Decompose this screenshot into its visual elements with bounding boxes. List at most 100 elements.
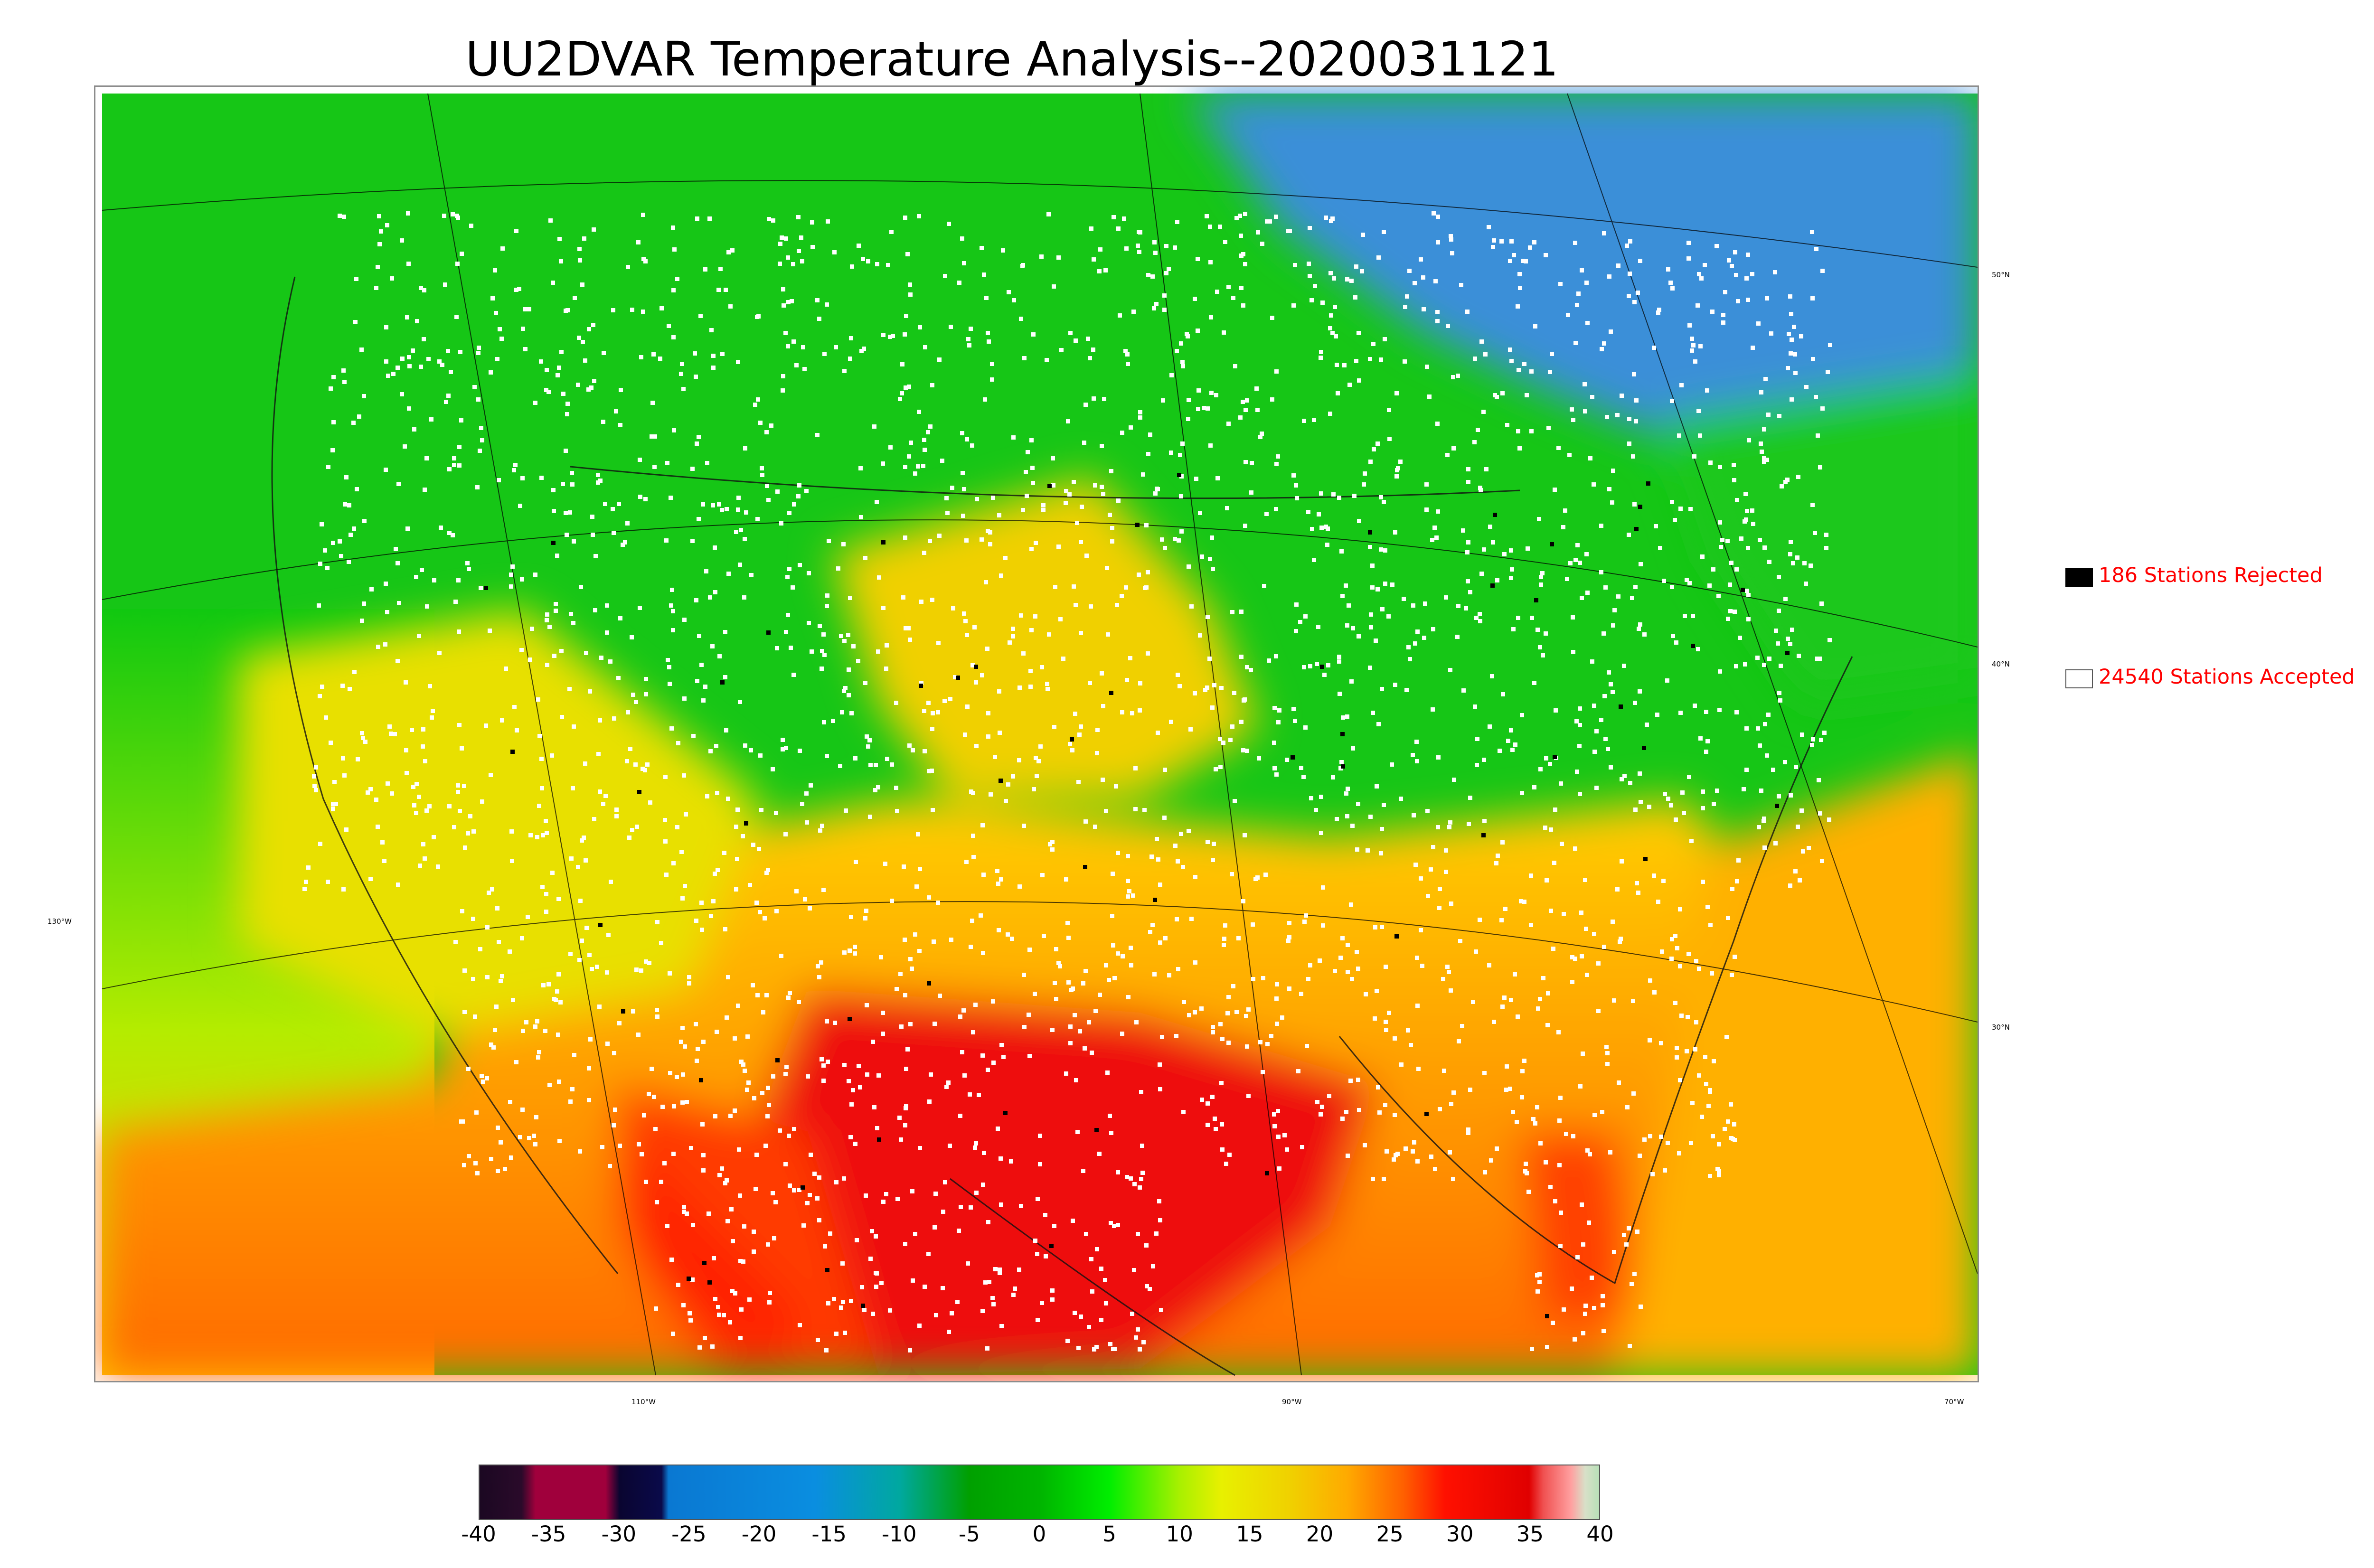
lat-label-30n: 30°N (1992, 1023, 2010, 1032)
station-accepted-marker (558, 1000, 563, 1005)
station-accepted-marker (485, 1076, 489, 1080)
station-accepted-marker (1811, 737, 1815, 742)
station-accepted-marker (1708, 923, 1713, 927)
station-accepted-marker (377, 214, 381, 218)
station-accepted-marker (730, 1289, 735, 1293)
station-accepted-marker (382, 859, 386, 863)
station-accepted-marker (302, 887, 307, 891)
station-accepted-marker (524, 1020, 528, 1024)
station-accepted-marker (1504, 1088, 1508, 1092)
station-accepted-marker (1394, 474, 1399, 479)
station-accepted-marker (1371, 711, 1375, 715)
station-accepted-marker (645, 762, 650, 767)
station-accepted-marker (841, 1300, 845, 1304)
station-accepted-marker (1697, 272, 1701, 276)
station-accepted-marker (1144, 523, 1149, 527)
station-accepted-marker (731, 1239, 735, 1243)
station-accepted-marker (655, 1014, 659, 1019)
station-accepted-marker (723, 630, 727, 634)
station-accepted-marker (1087, 1020, 1091, 1024)
station-accepted-marker (1822, 731, 1827, 735)
station-accepted-marker (1762, 663, 1766, 667)
station-accepted-marker (1149, 854, 1154, 859)
station-accepted-marker (1624, 1242, 1629, 1247)
station-accepted-marker (1729, 561, 1733, 565)
station-accepted-marker (602, 351, 606, 355)
station-accepted-marker (536, 697, 540, 702)
station-accepted-marker (903, 332, 907, 337)
station-accepted-marker (962, 487, 966, 491)
station-accepted-marker (1432, 526, 1437, 530)
station-accepted-marker (349, 533, 353, 537)
station-accepted-marker (1517, 272, 1522, 276)
station-accepted-marker (1189, 917, 1194, 921)
station-accepted-marker (1575, 543, 1580, 547)
station-accepted-marker (1416, 1067, 1421, 1071)
station-accepted-marker (1666, 797, 1670, 801)
station-accepted-marker (520, 1108, 525, 1112)
coastlines (271, 276, 1853, 1376)
station-accepted-marker (598, 718, 602, 723)
station-accepted-marker (703, 267, 707, 272)
station-accepted-marker (1773, 270, 1777, 274)
station-accepted-marker (1430, 538, 1434, 542)
station-accepted-marker (917, 1324, 922, 1328)
station-accepted-marker (906, 626, 911, 630)
station-accepted-marker (894, 786, 898, 790)
station-accepted-marker (1444, 848, 1448, 853)
station-accepted-marker (1793, 352, 1797, 357)
lat-label-40n: 40°N (1992, 660, 2010, 668)
station-accepted-marker (980, 537, 984, 542)
station-accepted-marker (1093, 825, 1097, 829)
station-accepted-marker (708, 749, 713, 753)
station-accepted-marker (1553, 807, 1557, 812)
station-accepted-marker (1584, 927, 1588, 931)
station-accepted-marker (1728, 609, 1733, 613)
station-accepted-marker (689, 1146, 693, 1150)
station-accepted-marker (981, 951, 985, 955)
station-accepted-marker (1116, 851, 1120, 855)
station-accepted-marker (1022, 356, 1027, 360)
station-accepted-marker (1377, 1110, 1382, 1115)
station-accepted-marker (781, 747, 785, 751)
station-accepted-marker (544, 388, 548, 392)
station-accepted-marker (990, 362, 994, 366)
station-accepted-marker (1472, 440, 1477, 444)
station-accepted-marker (736, 1004, 740, 1008)
station-accepted-marker (1001, 248, 1005, 253)
temperature-map[interactable] (94, 85, 1979, 1382)
station-accepted-marker (1427, 394, 1432, 399)
station-accepted-marker (1050, 1288, 1055, 1293)
station-accepted-marker (1126, 894, 1130, 899)
station-accepted-marker (1146, 273, 1150, 277)
station-accepted-marker (910, 967, 914, 971)
station-accepted-marker (1612, 1250, 1616, 1254)
station-accepted-marker (1826, 370, 1830, 374)
station-accepted-marker (1092, 396, 1096, 401)
station-accepted-marker (1073, 712, 1077, 716)
station-accepted-marker (518, 1135, 522, 1139)
station-accepted-marker (1193, 1010, 1197, 1014)
station-accepted-marker (881, 1200, 886, 1204)
station-accepted-marker (647, 961, 651, 965)
station-accepted-marker (717, 654, 722, 658)
station-accepted-marker (1010, 937, 1014, 941)
station-accepted-marker (1814, 395, 1818, 399)
station-accepted-marker (1468, 1088, 1472, 1092)
station-accepted-marker (1710, 971, 1714, 976)
station-accepted-marker (1496, 854, 1500, 858)
station-accepted-marker (1374, 638, 1378, 643)
station-accepted-marker (1732, 478, 1736, 482)
station-accepted-marker (690, 1277, 695, 1282)
station-accepted-marker (1159, 1308, 1163, 1312)
station-accepted-marker (723, 675, 727, 679)
station-accepted-marker (1662, 579, 1666, 583)
station-accepted-marker (1413, 863, 1418, 867)
station-accepted-marker (1488, 525, 1492, 529)
station-accepted-marker (1078, 1029, 1082, 1033)
station-accepted-marker (1677, 433, 1681, 438)
station-accepted-marker (520, 476, 525, 480)
station-accepted-marker (858, 466, 863, 470)
station-accepted-marker (905, 1047, 910, 1052)
station-accepted-marker (1139, 1090, 1143, 1094)
